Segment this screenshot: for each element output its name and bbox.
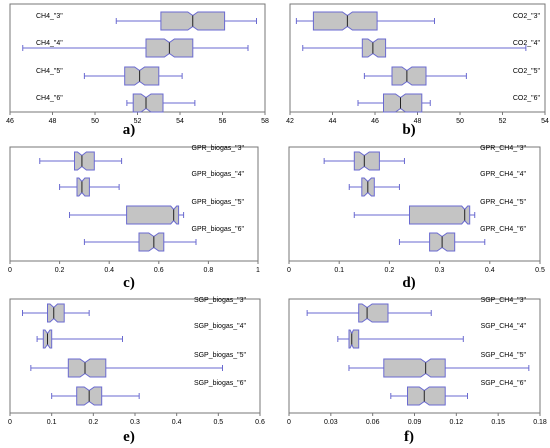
category-label: GPR_biogas_"3" xyxy=(192,145,245,152)
x-tick-label: 46 xyxy=(6,118,14,125)
x-tick-label: 52 xyxy=(134,118,142,125)
x-tick-label: 0.4 xyxy=(485,267,495,274)
panel-label: a) xyxy=(123,122,136,138)
x-tick-label: 0.09 xyxy=(408,419,422,426)
category-label: CO2_"6" xyxy=(513,95,541,102)
panel-label: c) xyxy=(123,275,135,291)
plot-frame xyxy=(288,146,541,262)
x-tick-label: 0 xyxy=(287,419,291,426)
category-label: CO2_"3" xyxy=(513,13,541,20)
box xyxy=(67,358,107,378)
x-tick-label: 0.4 xyxy=(104,267,114,274)
category-label: CH4_"4" xyxy=(36,40,63,47)
box xyxy=(361,38,387,58)
x-tick-label: 0.06 xyxy=(366,419,380,426)
x-tick-label: 52 xyxy=(499,118,507,125)
x-tick-label: 0.8 xyxy=(204,267,214,274)
x-tick-label: 1 xyxy=(256,267,260,274)
x-tick-label: 0.3 xyxy=(130,419,140,426)
category-label: CH4_"3" xyxy=(36,13,63,20)
panel-label: f) xyxy=(404,429,414,445)
x-tick-label: 0.1 xyxy=(334,267,344,274)
x-tick-label: 0.2 xyxy=(88,419,98,426)
panel-c: c) 0 0.2 0.4 0.6 0.8 1 GPR_biogas_"3" GPR_biogas… xyxy=(8,145,260,291)
box xyxy=(126,205,180,225)
x-tick-label: 0.1 xyxy=(47,419,57,426)
category-label: SGP_CH4_"3" xyxy=(481,297,527,304)
panel-label: b) xyxy=(402,122,415,138)
x-tick-label: 42 xyxy=(286,118,294,125)
x-tick-label: 0 xyxy=(287,267,291,274)
category-label: GPR_biogas_"5" xyxy=(192,199,245,206)
category-label: GPR_biogas_"6" xyxy=(192,226,245,233)
x-tick-label: 0.5 xyxy=(535,267,545,274)
x-tick-label: 58 xyxy=(261,118,269,125)
box xyxy=(353,151,380,171)
x-tick-label: 54 xyxy=(541,118,549,125)
box xyxy=(124,66,160,86)
box xyxy=(348,329,360,349)
x-tick-label: 0.2 xyxy=(385,267,395,274)
box xyxy=(74,151,95,171)
panel-e: e) 0 0.1 0.2 0.3 0.4 0.5 0.6 SGP_biogas_"3" SGP_b… xyxy=(8,297,265,445)
x-tick-label: 50 xyxy=(91,118,99,125)
x-tick-label: 0.12 xyxy=(450,419,464,426)
x-tick-label: 48 xyxy=(414,118,422,125)
box xyxy=(409,205,471,225)
x-tick-label: 0.6 xyxy=(154,267,164,274)
category-label: GPR_biogas_"4" xyxy=(192,171,245,178)
x-tick-label: 0.6 xyxy=(255,419,265,426)
x-tick-label: 46 xyxy=(371,118,379,125)
x-tick-label: 54 xyxy=(176,118,184,125)
box xyxy=(358,303,389,323)
category-label: GPR_CH4_"4" xyxy=(480,171,526,178)
category-label: CH4_"5" xyxy=(36,68,63,75)
category-label: GPR_CH4_"6" xyxy=(480,226,526,233)
panel-label: d) xyxy=(402,275,415,291)
panel-d: d) 0 0.1 0.2 0.3 0.4 0.5 GPR_CH4_"3" GPR_CH4_"4"… xyxy=(287,145,545,291)
category-label: SGP_CH4_"4" xyxy=(481,323,527,330)
box xyxy=(383,358,446,378)
category-label: CO2_"4" xyxy=(513,40,541,47)
panel-b: b) 42 44 46 48 50 52 54 CO2_"3" CO2_"4" CO2_"5" CO2… xyxy=(286,3,549,138)
category-label: GPR_CH4_"3" xyxy=(480,145,526,152)
category-label: SGP_biogas_"4" xyxy=(194,323,247,330)
category-label: GPR_CH4_"5" xyxy=(480,199,526,206)
category-label: SGP_biogas_"3" xyxy=(194,297,247,304)
box xyxy=(383,93,423,113)
category-label: SGP_biogas_"6" xyxy=(194,380,247,387)
category-label: CO2_"5" xyxy=(513,68,541,75)
category-label: SGP_biogas_"5" xyxy=(194,352,247,359)
category-label: SGP_CH4_"6" xyxy=(481,380,527,387)
x-tick-label: 0 xyxy=(8,267,12,274)
x-tick-label: 0.2 xyxy=(55,267,65,274)
panel-f: f) 0 0.03 0.06 0.09 0.12 0.15 0.18 SGP_CH4_"3" SG… xyxy=(287,297,547,445)
box xyxy=(138,232,165,252)
x-tick-label: 0.03 xyxy=(324,419,338,426)
x-tick-label: 50 xyxy=(456,118,464,125)
category-label: SGP_CH4_"5" xyxy=(481,352,527,359)
box xyxy=(407,386,446,406)
box xyxy=(47,303,65,323)
box xyxy=(132,93,164,113)
box xyxy=(312,11,378,31)
x-tick-label: 0 xyxy=(8,419,12,426)
x-tick-label: 0.15 xyxy=(491,419,505,426)
box xyxy=(391,66,427,86)
x-tick-label: 0.5 xyxy=(213,419,223,426)
box xyxy=(76,177,90,197)
x-tick-label: 48 xyxy=(49,118,57,125)
x-tick-label: 44 xyxy=(329,118,337,125)
panel-label: e) xyxy=(123,429,135,445)
x-tick-label: 0.18 xyxy=(533,419,547,426)
category-label: CH4_"6" xyxy=(36,95,63,102)
panel-a: a) 46 48 50 52 54 56 58 CH4_"3" CH4_"4" CH4_"5" CH4… xyxy=(6,3,269,138)
x-tick-label: 0.3 xyxy=(435,267,445,274)
x-tick-label: 0.4 xyxy=(172,419,182,426)
plot-frame xyxy=(9,146,259,262)
x-tick-label: 56 xyxy=(219,118,227,125)
